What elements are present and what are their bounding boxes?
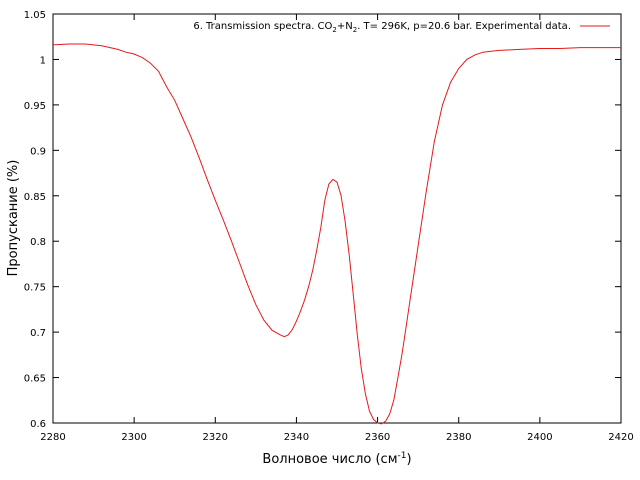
x-tick-label: 2420 — [608, 432, 633, 443]
x-tick-label: 2280 — [40, 432, 65, 443]
plot-frame — [52, 13, 622, 424]
series-line — [52, 43, 621, 425]
y-tick-label: 0.6 — [30, 419, 46, 430]
x-tick-label: 2320 — [203, 432, 228, 443]
y-tick-label: 0.85 — [24, 192, 46, 203]
y-tick-label: 0.9 — [30, 146, 46, 157]
y-tick-label: 0.95 — [24, 101, 46, 112]
legend-label: 6. Transmission spectra. CO2+N2. T= 296K… — [193, 21, 571, 34]
y-tick-label: 0.8 — [30, 237, 46, 248]
x-tick-label: 2360 — [365, 432, 390, 443]
y-tick-label: 0.65 — [24, 374, 46, 385]
x-tick-label: 2400 — [527, 432, 552, 443]
y-axis-title: Пропускание (%) — [6, 160, 21, 277]
x-axis-title: Волновое число (см-1) — [262, 451, 411, 467]
x-tick-label: 2340 — [284, 432, 309, 443]
x-tick-label: 2380 — [446, 432, 471, 443]
y-tick-label: 1.05 — [24, 10, 46, 21]
y-tick-label: 0.75 — [24, 283, 46, 294]
legend: 6. Transmission spectra. CO2+N2. T= 296K… — [193, 21, 610, 34]
x-tick-label: 2300 — [121, 432, 146, 443]
tick-labels: 2280 2300 2320 2340 2360 2380 2400 2420 0.6 0.65 0… — [24, 10, 634, 443]
y-tick-label: 0.7 — [30, 328, 46, 339]
ticks — [52, 13, 622, 424]
y-tick-label: 1 — [40, 55, 46, 66]
